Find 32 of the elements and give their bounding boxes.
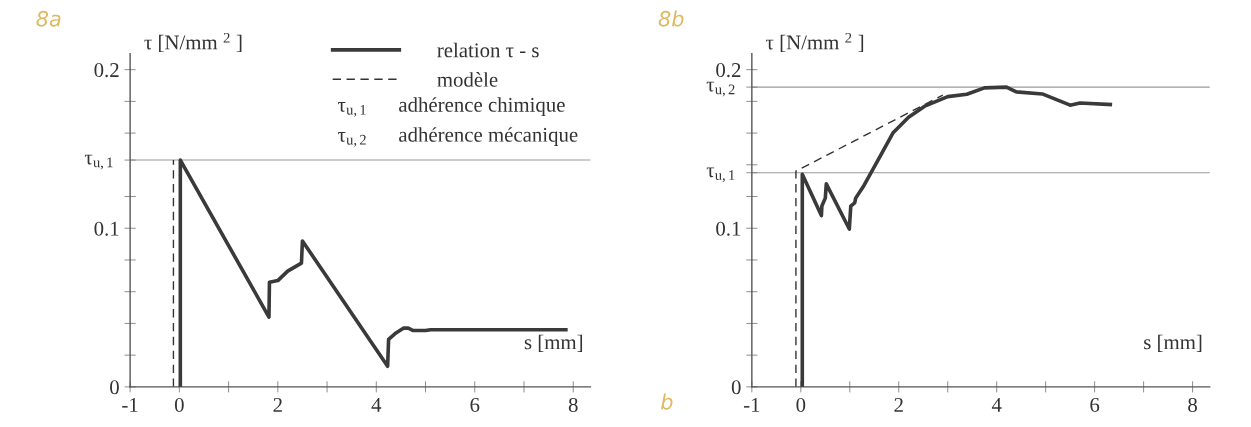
x-tick-label: 4 bbox=[371, 398, 382, 412]
y-tick-label: 0.2 bbox=[94, 63, 119, 78]
y-tick-label: 0.2 bbox=[716, 63, 741, 78]
y-tick-label: 0.1 bbox=[94, 221, 119, 236]
x-tick-label: -1 bbox=[743, 397, 760, 412]
y-tick-label: 0.1 bbox=[716, 221, 741, 236]
x-tick-label: 8 bbox=[1188, 397, 1197, 412]
legend-label: modèle bbox=[437, 72, 498, 87]
text: b bbox=[661, 393, 673, 410]
y-tick-label: 0 bbox=[731, 380, 741, 395]
x-tick-label: 2 bbox=[894, 397, 903, 412]
y-tick-label: 0 bbox=[110, 380, 119, 395]
x-tick-label: 6 bbox=[470, 397, 480, 412]
text: τ$_{u,2}$ adhérence mécanique bbox=[338, 127, 578, 147]
legend-label: relation τ - s bbox=[437, 42, 539, 58]
y-axis-title: τ [N/mm $^{2}$ ] bbox=[766, 32, 864, 53]
x-tick-label: 0 bbox=[174, 397, 184, 412]
ref-line-label: τ$_{u,2}$ bbox=[706, 81, 735, 97]
chart-title: 8b bbox=[658, 10, 684, 27]
x-tick-label: 6 bbox=[1090, 397, 1100, 412]
x-tick-label: 4 bbox=[991, 398, 1002, 412]
y-axis-title: τ [N/mm $^{2}$ ] bbox=[144, 32, 242, 53]
ref-line-label: τ$_{u,1}$ bbox=[706, 167, 735, 183]
x-tick-label: 2 bbox=[273, 397, 282, 412]
chart-title: 8a bbox=[36, 10, 61, 27]
ref-line-label: τ$_{u,1}$ bbox=[84, 154, 113, 170]
x-tick-label: 8 bbox=[568, 397, 578, 412]
x-tick-label: -1 bbox=[122, 397, 138, 412]
x-axis-title: s [mm] bbox=[1144, 334, 1202, 352]
x-tick-label: 0 bbox=[796, 397, 806, 412]
x-axis-title: s [mm] bbox=[524, 334, 583, 352]
text: τ$_{u,1}$ adhérence chimique bbox=[338, 97, 565, 117]
